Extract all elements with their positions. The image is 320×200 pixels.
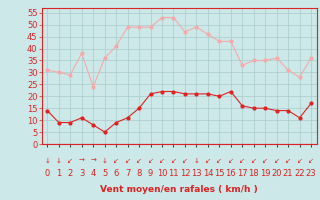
Text: ↙: ↙: [136, 158, 142, 164]
Text: ↓: ↓: [44, 158, 50, 164]
Text: ↙: ↙: [251, 158, 257, 164]
Text: ↙: ↙: [308, 158, 314, 164]
Text: ↙: ↙: [182, 158, 188, 164]
Text: 0: 0: [45, 168, 50, 178]
Text: 3: 3: [79, 168, 84, 178]
Text: 21: 21: [283, 168, 293, 178]
Text: ↓: ↓: [102, 158, 108, 164]
Text: 10: 10: [157, 168, 167, 178]
Text: ↙: ↙: [228, 158, 234, 164]
Text: ↙: ↙: [113, 158, 119, 164]
Text: 20: 20: [271, 168, 282, 178]
Text: ↓: ↓: [56, 158, 62, 164]
Text: 12: 12: [180, 168, 190, 178]
Text: ↙: ↙: [67, 158, 73, 164]
Text: ↙: ↙: [205, 158, 211, 164]
Text: 22: 22: [294, 168, 305, 178]
Text: 14: 14: [203, 168, 213, 178]
Text: ↙: ↙: [274, 158, 280, 164]
Text: ↙: ↙: [148, 158, 154, 164]
Text: 11: 11: [168, 168, 179, 178]
Text: ↙: ↙: [216, 158, 222, 164]
Text: 18: 18: [248, 168, 259, 178]
Text: ↙: ↙: [262, 158, 268, 164]
Text: 4: 4: [91, 168, 96, 178]
Text: ↙: ↙: [285, 158, 291, 164]
Text: 9: 9: [148, 168, 153, 178]
Text: 5: 5: [102, 168, 107, 178]
Text: 13: 13: [191, 168, 202, 178]
Text: ↙: ↙: [297, 158, 302, 164]
Text: ↙: ↙: [125, 158, 131, 164]
Text: →: →: [79, 158, 85, 164]
Text: 23: 23: [306, 168, 316, 178]
Text: 7: 7: [125, 168, 130, 178]
Text: 17: 17: [237, 168, 248, 178]
Text: Vent moyen/en rafales ( km/h ): Vent moyen/en rafales ( km/h ): [100, 186, 258, 194]
Text: 16: 16: [226, 168, 236, 178]
Text: ↙: ↙: [159, 158, 165, 164]
Text: 6: 6: [114, 168, 119, 178]
Text: 15: 15: [214, 168, 225, 178]
Text: ↓: ↓: [194, 158, 199, 164]
Text: 2: 2: [68, 168, 73, 178]
Text: 1: 1: [56, 168, 61, 178]
Text: ↙: ↙: [171, 158, 176, 164]
Text: 8: 8: [136, 168, 142, 178]
Text: 19: 19: [260, 168, 270, 178]
Text: →: →: [90, 158, 96, 164]
Text: ↙: ↙: [239, 158, 245, 164]
